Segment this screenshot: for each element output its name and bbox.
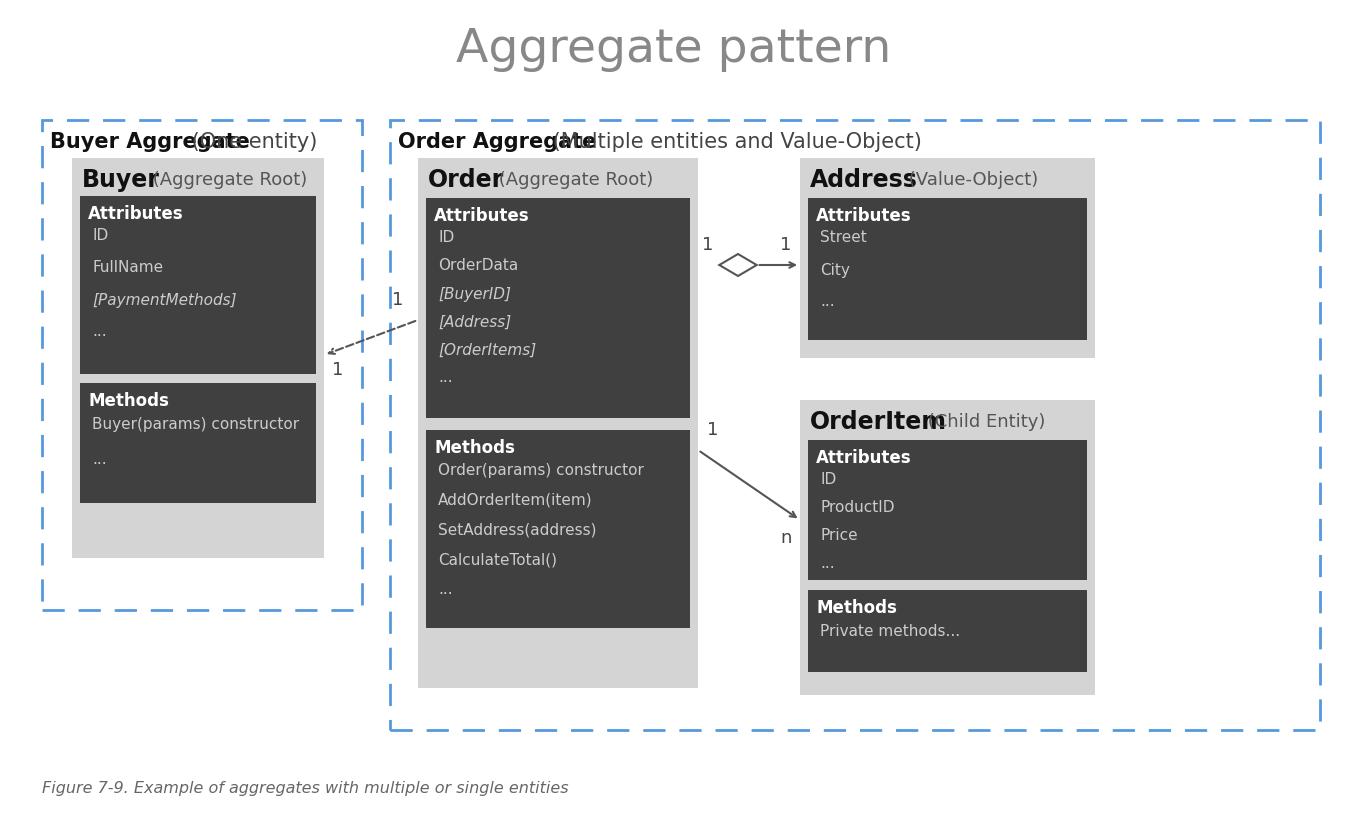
Text: (Aggregate Root): (Aggregate Root) xyxy=(147,171,307,189)
Text: ...: ... xyxy=(438,582,453,597)
Text: [BuyerID]: [BuyerID] xyxy=(438,286,511,302)
Text: ID: ID xyxy=(820,473,836,488)
FancyBboxPatch shape xyxy=(71,158,324,558)
Text: 1: 1 xyxy=(780,236,791,254)
Text: (One entity): (One entity) xyxy=(185,132,317,152)
Text: Street: Street xyxy=(820,231,867,245)
FancyBboxPatch shape xyxy=(807,590,1086,672)
Text: Methods: Methods xyxy=(434,439,515,457)
Text: Order(params) constructor: Order(params) constructor xyxy=(438,462,644,478)
FancyBboxPatch shape xyxy=(418,158,698,688)
Text: n: n xyxy=(780,529,791,547)
Text: Order: Order xyxy=(429,168,504,192)
Text: SetAddress(address): SetAddress(address) xyxy=(438,523,597,537)
Text: Order Aggregate: Order Aggregate xyxy=(398,132,596,152)
FancyBboxPatch shape xyxy=(426,430,690,628)
Text: 1: 1 xyxy=(333,361,344,379)
Text: ...: ... xyxy=(820,556,834,572)
Text: CalculateTotal(): CalculateTotal() xyxy=(438,552,557,568)
Text: ...: ... xyxy=(92,452,106,466)
Text: [OrderItems]: [OrderItems] xyxy=(438,343,537,357)
Text: 1: 1 xyxy=(392,291,403,309)
Text: (Child Entity): (Child Entity) xyxy=(922,413,1046,431)
Text: Attributes: Attributes xyxy=(816,449,911,467)
Text: Address: Address xyxy=(810,168,918,192)
Text: Price: Price xyxy=(820,528,857,543)
Text: Buyer Aggregate: Buyer Aggregate xyxy=(50,132,249,152)
Text: 1: 1 xyxy=(708,421,718,439)
Text: (Value-Object): (Value-Object) xyxy=(903,171,1038,189)
FancyBboxPatch shape xyxy=(799,400,1095,695)
Text: [PaymentMethods]: [PaymentMethods] xyxy=(92,293,237,308)
Text: Attributes: Attributes xyxy=(88,205,183,223)
Text: Buyer(params) constructor: Buyer(params) constructor xyxy=(92,417,299,433)
Text: Methods: Methods xyxy=(88,392,168,410)
Text: (Multiple entities and Value-Object): (Multiple entities and Value-Object) xyxy=(546,132,922,152)
Text: Aggregate pattern: Aggregate pattern xyxy=(457,28,891,73)
FancyBboxPatch shape xyxy=(799,158,1095,358)
FancyBboxPatch shape xyxy=(807,198,1086,340)
Text: Attributes: Attributes xyxy=(816,207,911,225)
FancyBboxPatch shape xyxy=(80,383,315,503)
Text: City: City xyxy=(820,263,849,277)
FancyBboxPatch shape xyxy=(426,198,690,418)
FancyBboxPatch shape xyxy=(807,440,1086,580)
Text: [Address]: [Address] xyxy=(438,314,511,330)
Text: AddOrderItem(item): AddOrderItem(item) xyxy=(438,492,593,507)
Text: OrderData: OrderData xyxy=(438,258,518,273)
Polygon shape xyxy=(720,254,756,276)
Text: Methods: Methods xyxy=(816,599,896,617)
Text: Attributes: Attributes xyxy=(434,207,530,225)
Text: Buyer: Buyer xyxy=(82,168,160,192)
Text: Private methods...: Private methods... xyxy=(820,624,960,640)
Text: ID: ID xyxy=(92,228,108,244)
Text: ProductID: ProductID xyxy=(820,501,895,515)
FancyBboxPatch shape xyxy=(80,196,315,374)
Text: 1: 1 xyxy=(702,236,713,254)
Text: FullName: FullName xyxy=(92,260,163,276)
Text: ...: ... xyxy=(92,325,106,339)
Text: OrderItem: OrderItem xyxy=(810,410,948,434)
Text: (Aggregate Root): (Aggregate Root) xyxy=(493,171,654,189)
Text: Figure 7-9. Example of aggregates with multiple or single entities: Figure 7-9. Example of aggregates with m… xyxy=(42,780,569,795)
Text: ID: ID xyxy=(438,231,454,245)
Text: ...: ... xyxy=(820,294,834,309)
Text: ...: ... xyxy=(438,371,453,385)
